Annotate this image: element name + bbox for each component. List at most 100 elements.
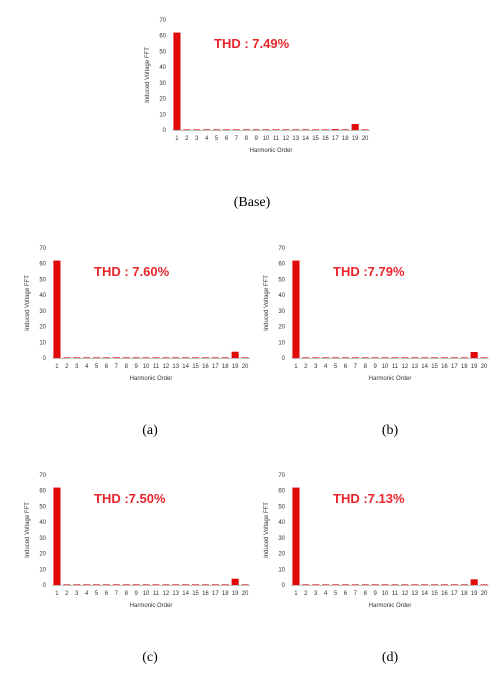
base-bar-11 xyxy=(272,129,280,130)
c-bar-12 xyxy=(162,584,170,585)
d-x-tick-label: 5 xyxy=(334,591,338,597)
base-x-tick-label: 2 xyxy=(185,136,189,142)
base-x-tick-label: 14 xyxy=(302,136,309,142)
d-bar-16 xyxy=(440,584,449,585)
c-x-tick-label: 16 xyxy=(202,591,209,597)
d-x-tick-label: 4 xyxy=(324,591,328,597)
b-y-tick-label: 50 xyxy=(278,277,285,283)
a-y-tick-label: 70 xyxy=(39,246,46,252)
d-x-tick-label: 9 xyxy=(373,591,377,597)
b-bar-16 xyxy=(440,357,449,358)
b-x-tick-label: 9 xyxy=(373,364,377,370)
b-thd-annotation: THD :7.79% xyxy=(333,264,405,279)
b-x-tick-label: 18 xyxy=(461,364,468,370)
d-y-tick-label: 20 xyxy=(278,552,285,558)
c-x-tick-label: 19 xyxy=(232,591,239,597)
b-bar-6 xyxy=(341,357,350,358)
base-thd-annotation: THD : 7.49% xyxy=(214,36,290,51)
base-x-tick-label: 12 xyxy=(283,136,290,142)
b-x-tick-label: 17 xyxy=(451,364,458,370)
b-bar-7 xyxy=(351,357,359,358)
c-y-tick-label: 30 xyxy=(39,536,46,542)
d-bar-6 xyxy=(341,584,350,585)
base-y-axis-title: Induced Voltage FFT xyxy=(145,47,151,103)
base-x-tick-label: 19 xyxy=(352,136,359,142)
b-x-tick-label: 11 xyxy=(392,364,399,370)
d-bar-19 xyxy=(470,579,478,585)
d-bar-8 xyxy=(361,584,369,585)
base-y-tick-label: 0 xyxy=(163,128,167,134)
base-x-tick-label: 17 xyxy=(332,136,339,142)
caption-a: (a) xyxy=(142,423,158,438)
c-y-axis-title: Induced Voltage FFT xyxy=(25,502,31,558)
a-x-tick-label: 19 xyxy=(232,364,239,370)
b-x-tick-label: 13 xyxy=(411,364,418,370)
c-bar-1 xyxy=(53,487,61,585)
base-bar-8 xyxy=(242,129,250,130)
b-bar-13 xyxy=(411,357,419,358)
base-bar-1 xyxy=(173,32,181,130)
c-bar-19 xyxy=(231,578,239,585)
d-y-tick-label: 10 xyxy=(278,567,285,573)
c-x-tick-label: 4 xyxy=(85,591,89,597)
b-x-tick-label: 2 xyxy=(304,364,308,370)
b-x-tick-label: 8 xyxy=(364,364,368,370)
b-y-tick-label: 40 xyxy=(278,293,285,299)
c-x-tick-label: 13 xyxy=(172,591,179,597)
d-bar-1 xyxy=(292,487,300,585)
c-x-tick-label: 9 xyxy=(134,591,138,597)
c-x-tick-label: 17 xyxy=(212,591,219,597)
b-bar-15 xyxy=(430,357,439,358)
b-x-tick-label: 5 xyxy=(334,364,338,370)
c-bar-10 xyxy=(142,584,150,585)
base-x-tick-label: 7 xyxy=(235,136,239,142)
base-bar-10 xyxy=(262,129,270,130)
c-bar-16 xyxy=(201,584,210,585)
chart-a: Induced Voltage FFT 0 10 20 30 40 50 60 70 1 2 3 4 5 6… xyxy=(18,240,258,398)
c-bar-18 xyxy=(221,584,229,585)
base-y-tick-label: 10 xyxy=(159,112,166,118)
a-x-tick-label: 20 xyxy=(242,364,249,370)
a-x-tick-label: 1 xyxy=(55,364,59,370)
base-x-tick-label: 13 xyxy=(292,136,299,142)
d-bar-12 xyxy=(401,584,409,585)
d-x-tick-label: 10 xyxy=(382,591,389,597)
d-x-tick-label: 18 xyxy=(461,591,468,597)
a-y-tick-label: 60 xyxy=(39,262,46,268)
c-thd-annotation: THD :7.50% xyxy=(94,491,166,506)
c-x-tick-label: 1 xyxy=(55,591,59,597)
a-x-tick-label: 16 xyxy=(202,364,209,370)
c-x-tick-label: 20 xyxy=(242,591,249,597)
b-x-tick-label: 6 xyxy=(344,364,348,370)
c-x-tick-label: 8 xyxy=(125,591,129,597)
d-x-tick-label: 20 xyxy=(481,591,488,597)
a-x-tick-label: 11 xyxy=(153,364,160,370)
chart-d: Induced Voltage FFT 0 10 20 30 40 50 60 70 1 2 3 4 5 6… xyxy=(257,467,497,625)
a-bar-15 xyxy=(191,357,200,358)
a-x-tick-label: 7 xyxy=(115,364,119,370)
b-x-tick-label: 15 xyxy=(431,364,438,370)
a-x-tick-label: 14 xyxy=(182,364,189,370)
a-x-tick-label: 3 xyxy=(75,364,79,370)
a-bar-17 xyxy=(211,357,219,358)
d-thd-annotation: THD :7.13% xyxy=(333,491,405,506)
d-y-tick-label: 70 xyxy=(278,473,285,479)
d-x-tick-label: 6 xyxy=(344,591,348,597)
base-bar-20 xyxy=(361,129,369,130)
a-x-tick-label: 12 xyxy=(163,364,170,370)
c-x-tick-label: 10 xyxy=(143,591,150,597)
base-bar-3 xyxy=(193,129,201,130)
a-x-tick-label: 2 xyxy=(65,364,69,370)
b-bar-12 xyxy=(401,357,409,358)
c-bar-2 xyxy=(63,584,71,585)
d-bar-9 xyxy=(371,584,379,585)
a-x-tick-label: 6 xyxy=(105,364,109,370)
d-bar-4 xyxy=(322,584,330,585)
b-bar-2 xyxy=(302,357,310,358)
base-y-tick-label: 60 xyxy=(159,34,166,40)
c-x-tick-label: 7 xyxy=(115,591,119,597)
